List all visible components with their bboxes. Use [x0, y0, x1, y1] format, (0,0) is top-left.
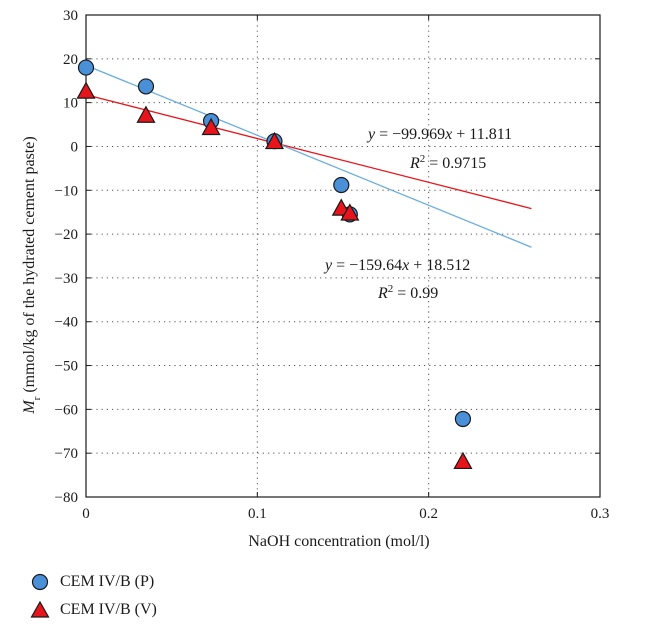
- x-tick-label: 0.1: [248, 506, 267, 522]
- point-circle: [77, 59, 95, 76]
- fit-lines: [85, 64, 532, 248]
- y-tick-label: 30: [63, 8, 78, 24]
- point-triangle: [453, 451, 473, 470]
- y-tick-label: −10: [55, 183, 78, 199]
- fit-r2-blue: R2 = 0.99: [377, 283, 438, 302]
- point-triangle: [340, 203, 360, 221]
- y-tick-label: −40: [55, 315, 78, 331]
- legend: CEM IV/B (P) CEM IV/B (V): [30, 568, 157, 624]
- fit-equation-blue: y = −159.64x + 18.512: [323, 257, 470, 274]
- legend-label-p: CEM IV/B (P): [60, 573, 155, 590]
- axis-ticks: 0 0.1 0.2 0.3 30 20 10 0 −10 −20 −30 −40 −50 −60 −70 −8…: [55, 8, 610, 522]
- point-circle: [454, 410, 472, 428]
- fit-line-1: [85, 64, 532, 248]
- plot-area: [85, 14, 601, 498]
- fit-line-0: [85, 94, 532, 210]
- point-circle: [333, 176, 350, 194]
- data-points: [76, 59, 473, 470]
- y-tick-label: −60: [55, 402, 78, 418]
- fit-equation-red: y = −99.969x + 11.811: [366, 126, 512, 143]
- legend-item-v: CEM IV/B (V): [30, 596, 157, 624]
- y-tick-label: −80: [55, 490, 78, 506]
- fit-r2-red: R2 = 0.9715: [409, 153, 486, 172]
- point-triangle: [201, 117, 221, 136]
- legend-item-p: CEM IV/B (P): [30, 568, 157, 596]
- triangle-marker-icon: [30, 600, 50, 618]
- circle-marker-icon: [31, 573, 49, 591]
- y-tick-label: 20: [63, 52, 78, 68]
- y-tick-label: −20: [55, 227, 78, 243]
- legend-label-v: CEM IV/B (V): [60, 601, 157, 618]
- grid-lines: [86, 15, 600, 497]
- point-triangle: [136, 105, 156, 123]
- point-triangle: [264, 131, 285, 150]
- x-tick-label: 0.3: [591, 506, 610, 522]
- point-circle: [137, 78, 155, 95]
- y-tick-label: 10: [63, 96, 78, 112]
- y-tick-label: 0: [71, 139, 79, 155]
- y-tick-label: −50: [55, 359, 78, 375]
- y-axis-title: Mr (mmol/kg of the hydrated cement paste…: [21, 136, 43, 414]
- point-triangle: [76, 81, 96, 99]
- x-tick-label: 0.2: [419, 506, 438, 522]
- y-tick-label: −70: [55, 446, 78, 462]
- x-tick-label: 0: [82, 506, 90, 522]
- x-axis-title: NaOH concentration (mol/l): [248, 533, 429, 550]
- y-tick-label: −30: [55, 271, 78, 287]
